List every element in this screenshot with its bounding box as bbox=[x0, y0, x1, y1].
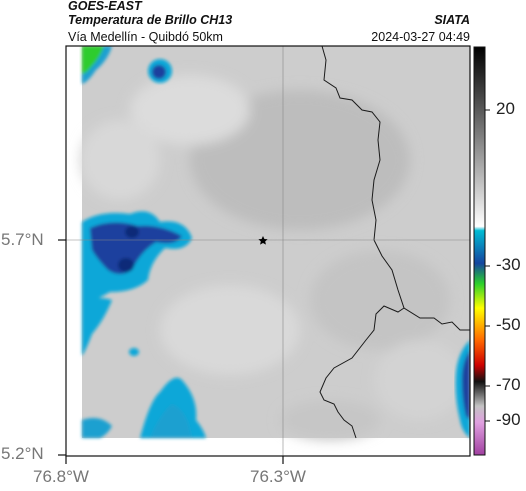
lat-tick-label: 5.7°N bbox=[1, 230, 44, 249]
admin-borders bbox=[319, 46, 470, 439]
colorbar-label: -70 bbox=[496, 375, 521, 394]
datetime-label: 2024-03-27 04:49 bbox=[371, 30, 470, 44]
colorbar-label: -90 bbox=[496, 410, 521, 429]
cold-cloud-small bbox=[148, 59, 172, 83]
colorbar-label: -30 bbox=[496, 255, 521, 274]
cold-cloud-west bbox=[82, 211, 192, 356]
colorbar-label: -50 bbox=[496, 315, 521, 334]
star-icon bbox=[258, 236, 268, 245]
cold-cloud-east bbox=[455, 340, 470, 438]
lat-tick-label: 5.2°N bbox=[1, 444, 44, 463]
cold-cloud-south bbox=[82, 348, 206, 438]
axis-ticks bbox=[58, 239, 284, 464]
colorbar-scale bbox=[473, 46, 486, 456]
colorbar-ticks bbox=[485, 109, 490, 422]
cold-cloud-green-patch bbox=[82, 46, 112, 84]
lon-tick-label: 76.3°W bbox=[250, 467, 306, 486]
product-title: GOES-EAST bbox=[68, 0, 142, 13]
source-label: SIATA bbox=[434, 13, 470, 27]
plot-frame bbox=[65, 45, 471, 457]
lon-tick-label: 76.8°W bbox=[33, 467, 89, 486]
colorbar-label: 20 bbox=[496, 99, 515, 118]
location-label: Vía Medellín - Quibdó 50km bbox=[68, 30, 223, 44]
product-subtitle: Temperatura de Brillo CH13 bbox=[68, 13, 233, 27]
